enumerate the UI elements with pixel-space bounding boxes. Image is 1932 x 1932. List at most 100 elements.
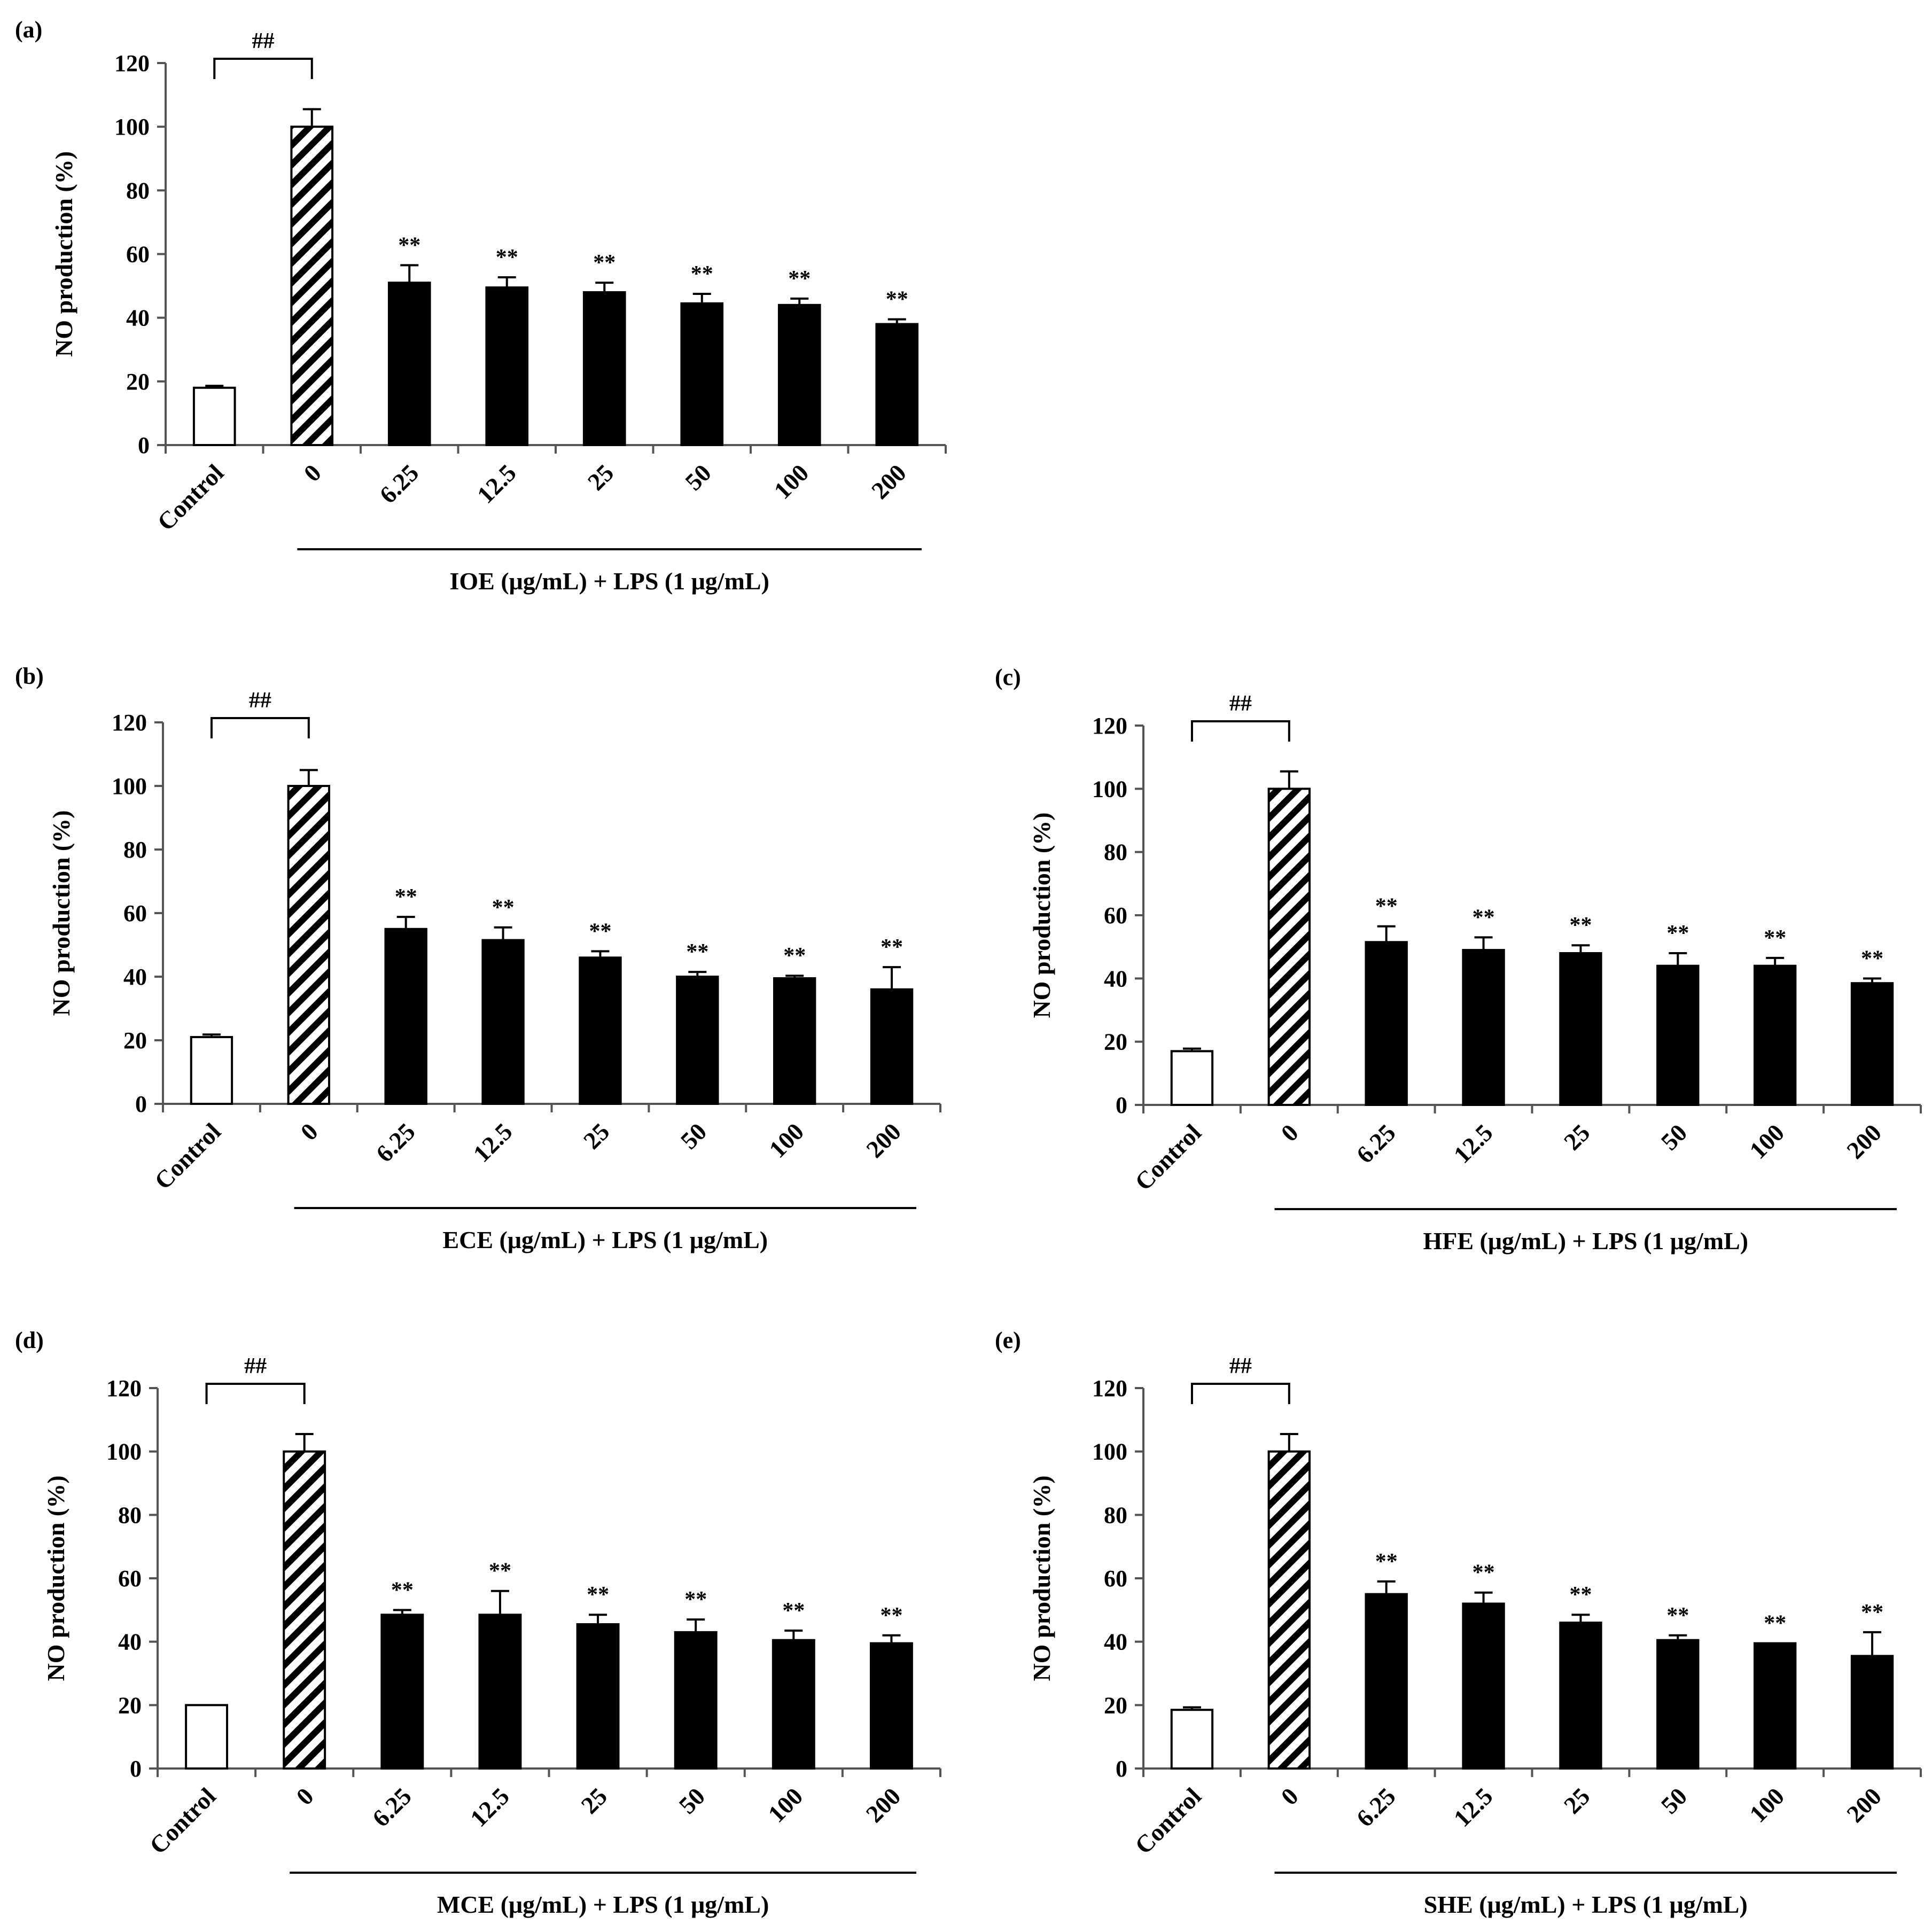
bar	[380, 1614, 424, 1770]
bar	[870, 988, 914, 1105]
bar	[1267, 1450, 1311, 1770]
category-label: Control	[1129, 1782, 1206, 1859]
category-label: 25	[578, 1118, 615, 1155]
y-tick-label: 120	[1092, 713, 1127, 739]
significance-marker: **	[587, 1583, 609, 1607]
significance-marker: **	[589, 919, 611, 944]
bar	[579, 956, 622, 1105]
bar	[1850, 982, 1894, 1107]
significance-marker: **	[593, 251, 616, 275]
bar	[1559, 1622, 1602, 1770]
bar	[777, 303, 821, 446]
category-label: 50	[1656, 1782, 1693, 1819]
y-tick-label: 80	[126, 177, 150, 204]
y-tick-label: 20	[1104, 1029, 1127, 1055]
bar	[1753, 1642, 1797, 1770]
bar	[190, 1036, 233, 1105]
category-label: Control	[1129, 1119, 1206, 1196]
significance-marker: **	[783, 944, 806, 968]
y-axis-label: NO production (%)	[48, 810, 75, 1016]
y-tick-label: 20	[118, 1692, 142, 1718]
bar	[1170, 1050, 1214, 1106]
category-label: 50	[680, 459, 716, 496]
category-label: 200	[861, 1782, 906, 1828]
y-tick-label: 100	[1092, 776, 1127, 802]
category-label: 25	[582, 459, 619, 496]
chart-panel: (e) 0 20 40 60 80 100 120 NO production (%) Contr…	[995, 1327, 1922, 1918]
category-label: 12.5	[1448, 1782, 1498, 1832]
group-label: MCE (μg/mL) + LPS (1 μg/mL)	[437, 1891, 769, 1918]
significance-marker: **	[1375, 894, 1398, 919]
y-tick-label: 0	[1116, 1092, 1127, 1118]
significance-marker: **	[1666, 1603, 1689, 1628]
y-tick-label: 80	[123, 837, 147, 863]
category-label: 12.5	[465, 1782, 515, 1832]
y-axis-label: NO production (%)	[1028, 1475, 1055, 1681]
bar	[185, 1704, 229, 1770]
y-tick-label: 80	[1104, 839, 1127, 866]
bar	[674, 1631, 718, 1770]
bar	[1753, 964, 1797, 1106]
y-tick-label: 60	[1104, 1565, 1127, 1592]
y-tick-label: 100	[114, 114, 150, 140]
category-label: Control	[152, 459, 229, 536]
category-label: 50	[1656, 1119, 1693, 1156]
bar	[1559, 952, 1602, 1106]
bar	[773, 977, 816, 1105]
significance-marker: **	[881, 935, 903, 960]
significance-marker: **	[1861, 946, 1883, 971]
y-tick-label: 120	[112, 710, 147, 736]
y-tick-label: 40	[1104, 965, 1127, 992]
category-label: 50	[675, 1118, 712, 1155]
significance-marker: **	[1861, 1600, 1883, 1625]
y-tick-label: 80	[118, 1502, 142, 1528]
group-label: HFE (μg/mL) + LPS (1 μg/mL)	[1423, 1227, 1748, 1255]
category-label: 200	[1841, 1782, 1887, 1828]
chart-panel: (b) 0 20 40 60 80 100 120 NO production (%) Contr…	[15, 663, 941, 1253]
y-tick-label: 0	[138, 432, 150, 458]
bar	[192, 386, 236, 446]
category-label: 25	[576, 1782, 613, 1819]
category-label: Control	[149, 1118, 226, 1195]
significance-bracket	[1190, 1383, 1290, 1404]
y-tick-label: 20	[1104, 1692, 1127, 1718]
bracket-label: ##	[1229, 1354, 1252, 1378]
significance-bracket	[1190, 720, 1290, 742]
significance-marker: **	[395, 885, 417, 909]
y-tick-label: 0	[1116, 1756, 1127, 1782]
y-tick-label: 100	[1092, 1439, 1127, 1465]
significance-bracket	[213, 58, 313, 79]
chart-panel: (c) 0 20 40 60 80 100 120 NO production (%) Contr…	[995, 664, 1922, 1255]
chart-panel: (d) 0 20 40 60 80 100 120 NO production (%) Contr…	[15, 1327, 941, 1918]
group-label: IOE (μg/mL) + LPS (1 μg/mL)	[449, 567, 769, 595]
category-label: 25	[1559, 1119, 1595, 1156]
bar	[875, 323, 919, 446]
bar	[576, 1623, 620, 1770]
category-label: 200	[866, 459, 912, 504]
y-tick-label: 40	[1104, 1629, 1127, 1655]
y-tick-label: 40	[118, 1629, 142, 1655]
significance-marker: **	[782, 1599, 805, 1623]
y-tick-label: 0	[135, 1091, 147, 1117]
category-label: Control	[144, 1782, 221, 1859]
y-tick-label: 120	[114, 50, 150, 76]
y-tick-label: 20	[126, 369, 150, 395]
group-label: SHE (μg/mL) + LPS (1 μg/mL)	[1424, 1891, 1748, 1918]
bar	[1656, 1639, 1700, 1770]
panel-label: (e)	[995, 1327, 1021, 1353]
bar	[283, 1450, 326, 1770]
bar	[1267, 788, 1311, 1107]
significance-marker: **	[1666, 921, 1689, 946]
y-tick-label: 120	[1092, 1375, 1127, 1401]
y-axis-label: NO production (%)	[50, 151, 77, 357]
category-label: 12.5	[472, 459, 521, 509]
significance-marker: **	[1473, 1561, 1495, 1585]
y-tick-label: 100	[112, 773, 147, 799]
bracket-label: ##	[244, 1354, 267, 1378]
category-label: 6.25	[367, 1782, 417, 1832]
category-label: 6.25	[1351, 1782, 1401, 1832]
category-label: 6.25	[374, 459, 424, 509]
bracket-label: ##	[1229, 691, 1252, 716]
bar	[1365, 941, 1408, 1106]
category-label: 0	[1276, 1782, 1304, 1810]
